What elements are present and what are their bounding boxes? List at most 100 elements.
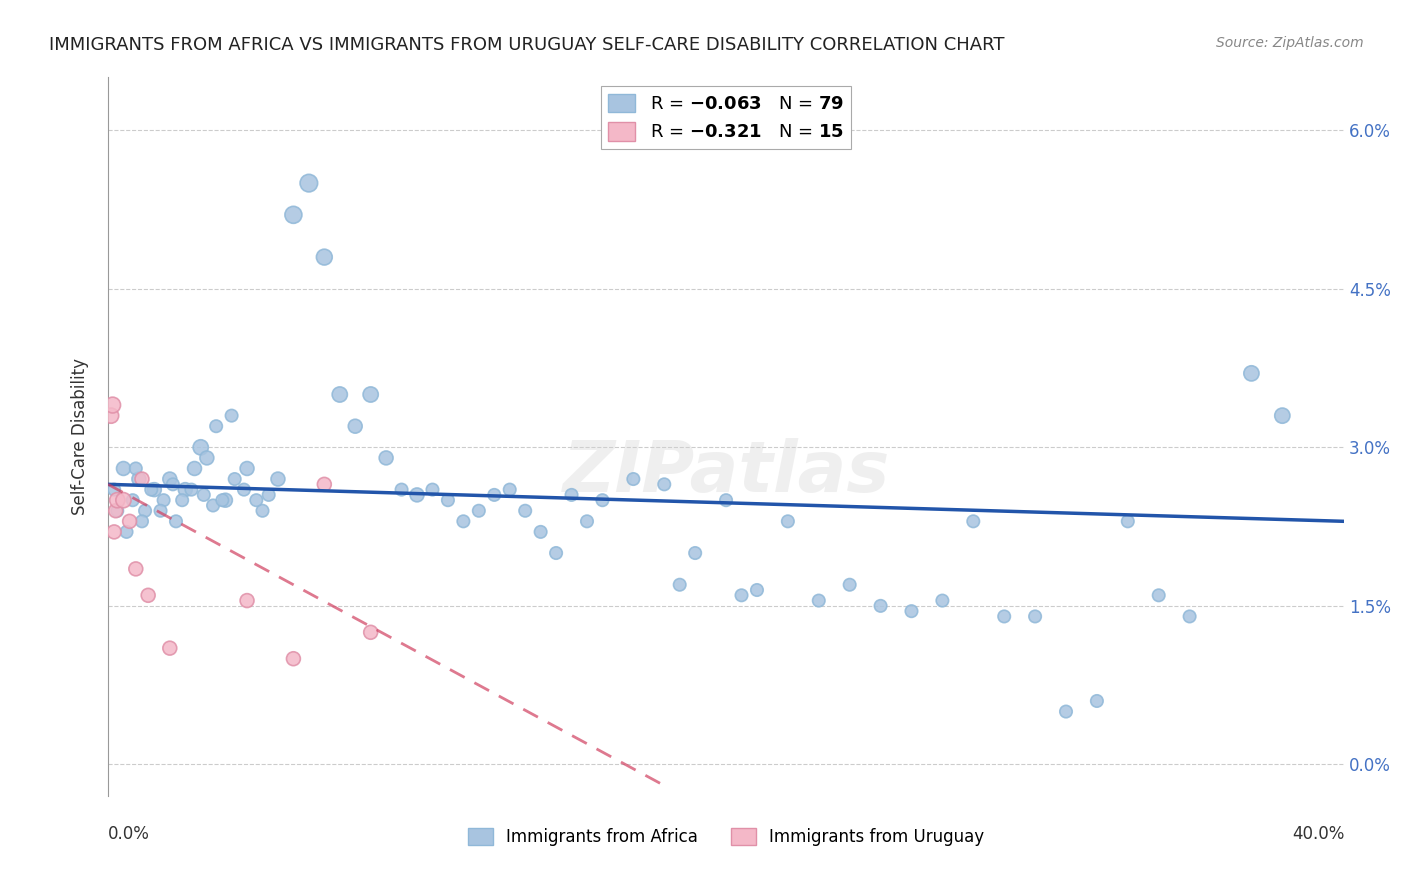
Point [591, 493, 613, 508]
Point [900, 604, 922, 618]
Point [205, 419, 228, 434]
Point [283, 651, 305, 665]
Point [530, 524, 553, 539]
Point [515, 504, 537, 518]
Point [931, 593, 953, 607]
Point [131, 514, 153, 528]
Point [162, 477, 184, 491]
Point [214, 493, 236, 508]
Point [468, 504, 491, 518]
Point [100, 409, 122, 423]
Point [134, 504, 156, 518]
Point [245, 493, 267, 508]
Point [211, 493, 233, 508]
Legend: R = $\mathbf{-0.063}$   N = $\mathbf{79}$, R = $\mathbf{-0.321}$   N = $\mathbf{: R = $\mathbf{-0.063}$ N = $\mathbf{79}$,… [600, 87, 851, 149]
Point [838, 578, 860, 592]
Text: 0.0%: 0.0% [108, 825, 150, 843]
Point [714, 493, 737, 508]
Point [165, 514, 187, 528]
Point [437, 493, 460, 508]
Text: ZIPatlas: ZIPatlas [562, 438, 890, 508]
Point [1147, 588, 1170, 602]
Point [115, 524, 138, 539]
Point [121, 493, 143, 508]
Point [993, 609, 1015, 624]
Point [484, 488, 506, 502]
Point [375, 450, 398, 465]
Point [236, 461, 259, 475]
Point [575, 514, 598, 528]
Text: 40.0%: 40.0% [1292, 825, 1344, 843]
Point [1240, 367, 1263, 381]
Point [406, 488, 429, 502]
Point [1054, 705, 1077, 719]
Point [1024, 609, 1046, 624]
Point [195, 450, 218, 465]
Point [391, 483, 413, 497]
Point [159, 472, 181, 486]
Point [183, 461, 205, 475]
Point [252, 504, 274, 518]
Text: IMMIGRANTS FROM AFRICA VS IMMIGRANTS FROM URUGUAY SELF-CARE DISABILITY CORRELATI: IMMIGRANTS FROM AFRICA VS IMMIGRANTS FRO… [49, 36, 1005, 54]
Point [652, 477, 675, 491]
Point [546, 546, 568, 560]
Point [730, 588, 752, 602]
Point [314, 477, 336, 491]
Point [314, 250, 336, 264]
Point [141, 483, 163, 497]
Point [683, 546, 706, 560]
Point [193, 488, 215, 502]
Point [221, 409, 243, 423]
Point [1085, 694, 1108, 708]
Point [344, 419, 367, 434]
Point [360, 387, 382, 401]
Point [104, 504, 127, 518]
Point [174, 483, 197, 497]
Point [190, 441, 212, 455]
Point [360, 625, 382, 640]
Point [807, 593, 830, 607]
Point [136, 588, 159, 602]
Point [105, 504, 128, 518]
Point [143, 483, 166, 497]
Point [1116, 514, 1139, 528]
Point [1271, 409, 1294, 423]
Point [118, 514, 141, 528]
Point [267, 472, 290, 486]
Point [298, 176, 321, 190]
Point [283, 208, 305, 222]
Point [869, 599, 891, 613]
Point [101, 398, 124, 412]
Point [103, 483, 125, 497]
Point [152, 493, 174, 508]
Point [962, 514, 984, 528]
Text: Source: ZipAtlas.com: Source: ZipAtlas.com [1216, 36, 1364, 50]
Point [233, 483, 256, 497]
Point [1178, 609, 1201, 624]
Point [131, 472, 153, 486]
Point [180, 483, 202, 497]
Point [422, 483, 444, 497]
Point [105, 493, 128, 508]
Point [561, 488, 583, 502]
Point [149, 504, 172, 518]
Point [224, 472, 246, 486]
Point [103, 524, 125, 539]
Point [112, 493, 135, 508]
Point [172, 493, 194, 508]
Point [128, 472, 150, 486]
Point [236, 593, 259, 607]
Point [499, 483, 522, 497]
Point [745, 582, 768, 597]
Point [159, 641, 181, 656]
Point [668, 578, 690, 592]
Y-axis label: Self-Care Disability: Self-Care Disability [72, 359, 89, 516]
Point [125, 562, 148, 576]
Point [112, 461, 135, 475]
Point [329, 387, 352, 401]
Point [453, 514, 475, 528]
Point [621, 472, 644, 486]
Point [776, 514, 799, 528]
Point [125, 461, 148, 475]
Point [257, 488, 280, 502]
